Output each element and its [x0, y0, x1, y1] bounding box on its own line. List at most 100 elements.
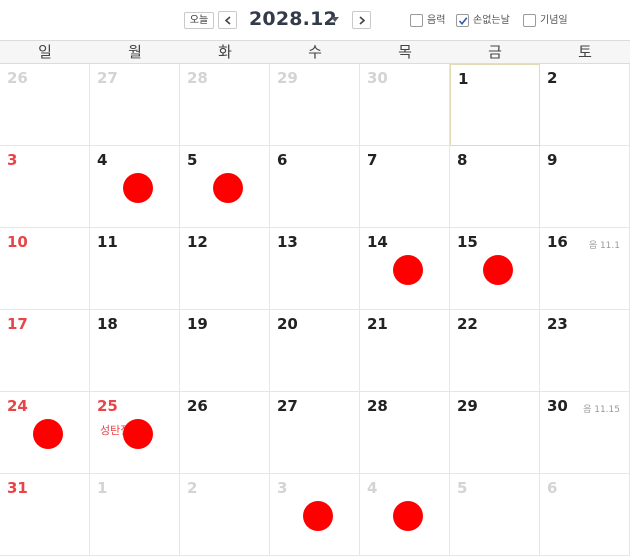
red-dot-marker: [393, 501, 423, 531]
day-number: 17: [7, 315, 28, 333]
calendar-toolbar: 오늘 2028.12 음력 손없는날 기념일: [0, 0, 630, 40]
day-cell[interactable]: 6: [270, 146, 360, 228]
day-number: 6: [277, 151, 288, 169]
weekday-label: 월: [128, 43, 142, 61]
day-number: 30: [547, 397, 568, 415]
holiday-label: 성탄절: [100, 424, 131, 437]
weekday-label: 화: [218, 43, 232, 61]
lunar-label: 음력: [427, 15, 446, 26]
red-dot-marker: [393, 255, 423, 285]
day-number: 25: [97, 397, 118, 415]
day-number: 3: [277, 479, 288, 497]
day-number: 14: [367, 233, 388, 251]
day-number: 24: [7, 397, 28, 415]
day-cell[interactable]: 26: [180, 392, 270, 474]
day-number: 20: [277, 315, 298, 333]
day-number: 3: [7, 151, 18, 169]
day-cell[interactable]: 30 음 11.15: [540, 392, 630, 474]
red-dot-marker: [123, 173, 153, 203]
day-cell[interactable]: 9: [540, 146, 630, 228]
red-dot-marker: [123, 419, 153, 449]
day-number: 11: [97, 233, 118, 251]
day-cell[interactable]: 3: [0, 146, 90, 228]
month-title[interactable]: 2028.12: [249, 8, 337, 30]
caret-down-icon[interactable]: [331, 17, 339, 22]
day-number: 16: [547, 233, 568, 251]
day-number: 30: [367, 69, 388, 87]
today-button[interactable]: 오늘: [184, 12, 214, 29]
day-number: 26: [187, 397, 208, 415]
anniversary-checkbox[interactable]: [523, 14, 536, 27]
day-number: 9: [547, 151, 558, 169]
lunar-date: 음 11.15: [583, 405, 620, 415]
lunar-date: 음 11.1: [588, 241, 620, 251]
prev-month-button[interactable]: [218, 11, 237, 29]
weekday-label: 수: [308, 43, 322, 61]
day-number: 29: [277, 69, 298, 87]
day-number: 23: [547, 315, 568, 333]
day-cell[interactable]: 8: [450, 146, 540, 228]
day-cell[interactable]: 1: [450, 64, 540, 146]
day-number: 5: [187, 151, 198, 169]
day-cell[interactable]: 12: [180, 228, 270, 310]
day-number: 6: [547, 479, 558, 497]
day-number: 5: [457, 479, 468, 497]
day-cell[interactable]: 30: [360, 64, 450, 146]
day-cell[interactable]: 11: [90, 228, 180, 310]
day-number: 7: [367, 151, 378, 169]
next-month-button[interactable]: [352, 11, 371, 29]
day-number: 28: [367, 397, 388, 415]
day-cell[interactable]: 20: [270, 310, 360, 392]
day-cell[interactable]: 31: [0, 474, 90, 556]
day-cell[interactable]: 7: [360, 146, 450, 228]
day-cell[interactable]: 2: [540, 64, 630, 146]
day-cell[interactable]: 22: [450, 310, 540, 392]
day-number: 31: [7, 479, 28, 497]
weekday-label: 일: [38, 43, 52, 61]
day-cell[interactable]: 2: [180, 474, 270, 556]
anniversary-label: 기념일: [540, 15, 568, 26]
red-dot-marker: [483, 255, 513, 285]
day-cell[interactable]: 16 음 11.1: [540, 228, 630, 310]
day-cell[interactable]: 29: [270, 64, 360, 146]
day-cell[interactable]: 6: [540, 474, 630, 556]
day-number: 10: [7, 233, 28, 251]
day-cell[interactable]: 21: [360, 310, 450, 392]
day-cell[interactable]: 17: [0, 310, 90, 392]
checkmark-icon: [458, 17, 468, 26]
day-cell[interactable]: 15: [450, 228, 540, 310]
day-number: 4: [367, 479, 378, 497]
day-number: 29: [457, 397, 478, 415]
day-cell[interactable]: 5: [450, 474, 540, 556]
day-number: 4: [97, 151, 108, 169]
weekday-label: 토: [578, 43, 592, 61]
day-number: 12: [187, 233, 208, 251]
day-number: 22: [457, 315, 478, 333]
no-hand-day-checkbox[interactable]: [456, 14, 469, 27]
lunar-checkbox[interactable]: [410, 14, 423, 27]
day-cell[interactable]: 10: [0, 228, 90, 310]
day-cell[interactable]: 13: [270, 228, 360, 310]
day-cell[interactable]: 29: [450, 392, 540, 474]
day-cell[interactable]: 27: [90, 64, 180, 146]
red-dot-marker: [213, 173, 243, 203]
chevron-left-icon: [224, 16, 231, 25]
day-number: 2: [187, 479, 198, 497]
day-number: 8: [457, 151, 468, 169]
day-cell[interactable]: 28: [360, 392, 450, 474]
red-dot-marker: [303, 501, 333, 531]
day-number: 18: [97, 315, 118, 333]
day-cell[interactable]: 27: [270, 392, 360, 474]
day-cell[interactable]: 18: [90, 310, 180, 392]
day-number: 1: [458, 70, 469, 88]
day-number: 28: [187, 69, 208, 87]
day-cell[interactable]: 23: [540, 310, 630, 392]
day-number: 26: [7, 69, 28, 87]
day-cell[interactable]: 19: [180, 310, 270, 392]
day-cell[interactable]: 1: [90, 474, 180, 556]
weekday-label: 목: [398, 43, 412, 61]
day-cell[interactable]: 28: [180, 64, 270, 146]
day-cell[interactable]: 26: [0, 64, 90, 146]
calendar-grid: 26 27 28 29 30 1 2 3 4 5 6 7 8 9 10 11 12 13 14 15 16 음 11.1 1…: [0, 64, 630, 556]
